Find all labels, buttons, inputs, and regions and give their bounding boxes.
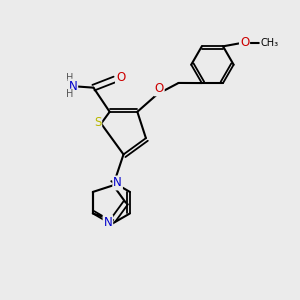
Text: N: N [68,80,77,93]
Text: O: O [116,71,125,84]
Text: N: N [103,216,112,229]
Text: H: H [66,73,73,83]
Text: N: N [113,176,122,190]
Text: CH₃: CH₃ [260,38,279,48]
Text: O: O [240,36,249,49]
Text: H: H [66,89,73,99]
Text: S: S [94,116,101,129]
Text: O: O [154,82,164,95]
